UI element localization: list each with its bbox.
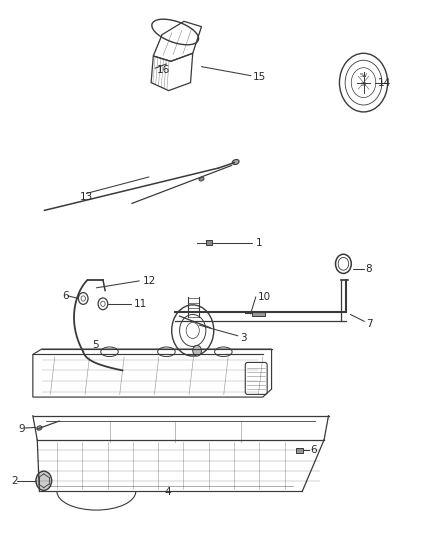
Text: 11: 11	[134, 299, 147, 309]
Text: 1: 1	[256, 238, 263, 247]
Text: 15: 15	[253, 72, 266, 82]
Text: 16: 16	[157, 66, 170, 75]
Circle shape	[36, 471, 52, 490]
Bar	[206, 240, 212, 245]
Text: 12: 12	[142, 276, 155, 286]
Text: 6: 6	[62, 291, 69, 301]
Ellipse shape	[199, 177, 204, 181]
Bar	[296, 448, 303, 453]
Text: 10: 10	[258, 292, 271, 302]
Text: 13: 13	[80, 192, 93, 202]
Ellipse shape	[232, 159, 239, 165]
Text: 14: 14	[378, 78, 391, 87]
Text: 3: 3	[240, 334, 247, 343]
Ellipse shape	[37, 426, 42, 430]
Circle shape	[193, 345, 201, 356]
Text: 9: 9	[19, 424, 25, 434]
Bar	[252, 311, 265, 316]
Text: 2: 2	[11, 476, 18, 486]
Text: 5: 5	[92, 341, 99, 350]
Text: 5W: 5W	[360, 73, 367, 78]
Text: 6: 6	[310, 446, 317, 455]
Text: 8: 8	[366, 264, 372, 274]
Text: 30: 30	[360, 82, 367, 87]
Text: 4: 4	[164, 488, 171, 497]
Text: 7: 7	[366, 319, 372, 329]
